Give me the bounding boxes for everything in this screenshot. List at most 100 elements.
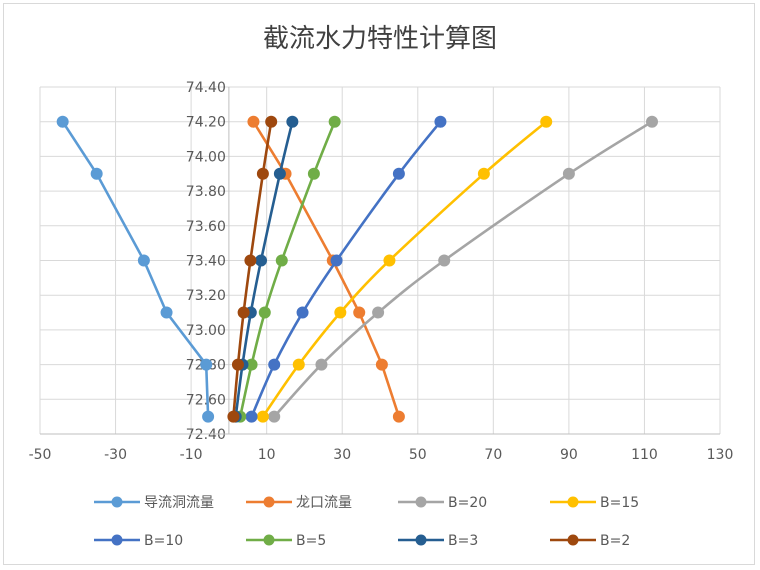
data-point [330,254,343,267]
legend-label: B=2 [600,533,630,549]
legend-label: 导流洞流量 [144,495,214,511]
chart-title: 截流水力特性计算图 [262,24,497,54]
series-line [232,121,273,417]
legend-item: B=20 [398,495,487,511]
series-layer [56,115,658,423]
x-tick-label: -10 [180,447,203,463]
data-point [247,115,260,128]
data-point [256,410,269,423]
data-point [438,254,451,267]
data-point [334,306,347,319]
legend-label: B=3 [448,533,478,549]
data-point [268,358,281,371]
series-line [252,121,401,418]
chart-plot: 72.4072.6072.8073.0073.2073.4073.6073.80… [29,80,734,549]
series-2 [268,115,658,423]
legend-item: B=5 [246,533,326,549]
data-point [237,306,250,319]
legend-item: B=10 [94,533,183,549]
legend-marker [111,534,123,546]
data-point [258,306,271,319]
legend-item: B=2 [550,533,630,549]
x-tick-label: -50 [29,447,52,463]
legend-marker [567,496,579,508]
data-point [296,306,309,319]
legend-label: B=15 [600,495,639,511]
legend-label: B=10 [144,533,183,549]
x-tick-label: 10 [258,447,276,463]
y-tick-label: 74.20 [186,115,226,131]
data-point [231,358,244,371]
legend-marker [263,534,275,546]
legend-marker [567,534,579,546]
data-point [477,167,490,180]
legend-item: 导流洞流量 [94,495,214,511]
legend-marker [111,496,123,508]
x-tick-label: 70 [484,447,502,463]
data-point [255,254,267,267]
data-point [56,115,69,128]
data-point [375,358,388,371]
data-point [646,115,658,128]
data-point [315,358,328,371]
data-point [244,254,257,267]
data-point [383,254,396,267]
y-tick-label: 73.60 [186,219,226,235]
y-tick-label: 72.40 [186,427,226,443]
data-point [540,115,553,128]
data-point [245,410,258,423]
y-tick-label: 73.20 [186,288,226,304]
y-tick-label: 72.60 [186,392,226,408]
data-point [200,358,213,371]
data-point [562,167,575,180]
axis-layer: 72.4072.6072.8073.0073.2073.4073.6073.80… [29,80,734,463]
data-point [265,115,278,128]
legend-label: B=20 [448,495,487,511]
legend-item: 龙口流量 [246,495,352,511]
data-point [227,410,240,423]
x-tick-label: -30 [104,447,127,463]
legend-item: B=3 [398,533,478,549]
y-tick-label: 73.80 [186,184,226,200]
data-point [392,410,405,423]
data-point [90,167,103,180]
x-tick-label: 90 [560,447,578,463]
series-line [238,121,336,417]
legend: 导流洞流量 龙口流量 B=20 B=15 B=10 B=5 B=3 B=2 [94,495,639,549]
series-7 [227,115,278,423]
legend-label: B=5 [296,533,326,549]
x-tick-label: 130 [707,447,734,463]
legend-marker [263,496,275,508]
data-point [286,115,299,128]
data-point [392,167,405,180]
legend-label: 龙口流量 [296,495,352,511]
data-point [372,306,385,319]
y-tick-label: 74.40 [186,80,226,96]
data-point [353,306,366,319]
series-4 [245,115,447,423]
data-point [307,167,320,180]
chart-frame: 截流水力特性计算图 72.4072.6072.8073.0073.2073.40… [3,3,755,565]
x-tick-label: 30 [333,447,351,463]
y-tick-label: 73.40 [186,254,226,270]
data-point [160,306,173,319]
legend-item: B=15 [550,495,639,511]
series-line [61,120,210,417]
series-3 [256,115,553,423]
data-point [268,410,281,423]
data-point [328,115,341,128]
x-tick-label: 50 [409,447,427,463]
data-point [434,115,447,128]
data-point [273,167,286,180]
y-tick-label: 73.00 [186,323,226,339]
legend-marker [415,534,427,546]
legend-marker [415,496,427,508]
data-point [202,410,215,423]
data-point [292,358,305,371]
series-0 [56,115,215,423]
x-tick-label: 110 [631,447,658,463]
data-point [137,254,150,267]
data-point [256,167,269,180]
y-tick-label: 74.00 [186,149,226,165]
data-point [275,254,288,267]
